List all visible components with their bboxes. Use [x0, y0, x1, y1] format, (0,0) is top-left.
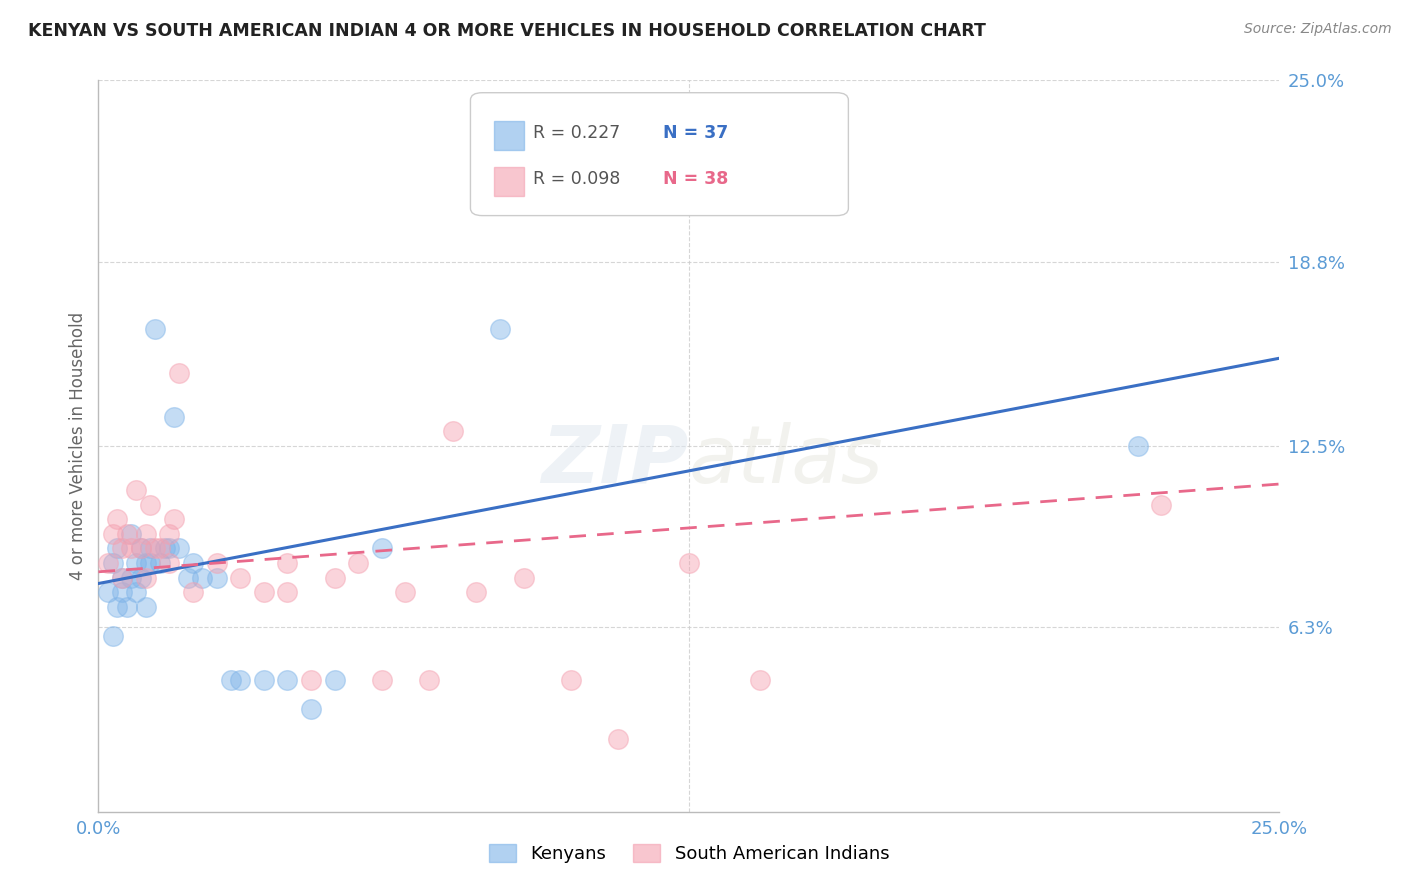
Point [101, 556, 124, 570]
Legend: Kenyans, South American Indians: Kenyans, South American Indians [479, 835, 898, 872]
Point [129, 571, 152, 585]
Point [205, 571, 228, 585]
Point [163, 409, 186, 424]
Point [276, 673, 298, 687]
Text: atlas: atlas [689, 422, 884, 500]
Point [276, 585, 298, 599]
Point [371, 541, 394, 556]
Y-axis label: 4 or more Vehicles in Household: 4 or more Vehicles in Household [69, 312, 87, 580]
Point [135, 599, 157, 614]
Point [276, 556, 298, 570]
Point [111, 571, 134, 585]
Point [121, 571, 143, 585]
Point [135, 526, 157, 541]
Point [163, 512, 186, 526]
Point [121, 541, 143, 556]
Text: ZIP: ZIP [541, 422, 689, 500]
Point [299, 702, 322, 716]
Point [115, 599, 138, 614]
Point [101, 629, 124, 643]
Point [418, 673, 440, 687]
Point [441, 425, 464, 439]
Point [607, 731, 630, 746]
Point [560, 673, 582, 687]
Point [111, 571, 134, 585]
Point [125, 556, 148, 570]
Text: N = 38: N = 38 [664, 170, 728, 188]
Point [177, 571, 200, 585]
Point [105, 599, 128, 614]
Point [157, 526, 180, 541]
Point [101, 526, 124, 541]
Point [135, 571, 157, 585]
Point [105, 512, 128, 526]
Point [253, 585, 276, 599]
Point [129, 541, 152, 556]
Point [111, 585, 134, 599]
Point [149, 556, 172, 570]
Point [139, 556, 162, 570]
Point [125, 483, 148, 497]
Point [229, 571, 252, 585]
FancyBboxPatch shape [471, 93, 848, 216]
Point [139, 498, 162, 512]
Point [512, 571, 534, 585]
Point [129, 541, 152, 556]
Point [323, 673, 346, 687]
Point [229, 673, 252, 687]
Point [97, 556, 120, 570]
Point [1150, 498, 1173, 512]
Point [347, 556, 370, 570]
Point [394, 585, 416, 599]
Point [157, 556, 180, 570]
Bar [494, 167, 523, 196]
Point [219, 673, 242, 687]
Point [143, 541, 166, 556]
Point [143, 322, 166, 336]
Point [135, 556, 157, 570]
Bar [494, 120, 523, 150]
Point [139, 541, 162, 556]
Point [678, 556, 700, 570]
Point [323, 571, 346, 585]
Point [181, 585, 204, 599]
Point [149, 541, 172, 556]
Text: N = 37: N = 37 [664, 124, 728, 142]
Point [1126, 439, 1149, 453]
Text: R = 0.227: R = 0.227 [533, 124, 620, 142]
Point [205, 556, 228, 570]
Point [299, 673, 322, 687]
Point [105, 541, 128, 556]
Point [748, 673, 770, 687]
Point [465, 585, 488, 599]
Point [181, 556, 204, 570]
Point [371, 673, 394, 687]
Point [121, 526, 143, 541]
Point [191, 571, 214, 585]
Point [489, 322, 512, 336]
Text: Source: ZipAtlas.com: Source: ZipAtlas.com [1244, 22, 1392, 37]
Point [167, 366, 190, 380]
Point [97, 585, 120, 599]
Point [115, 526, 138, 541]
Point [167, 541, 190, 556]
Point [153, 541, 176, 556]
Text: KENYAN VS SOUTH AMERICAN INDIAN 4 OR MORE VEHICLES IN HOUSEHOLD CORRELATION CHAR: KENYAN VS SOUTH AMERICAN INDIAN 4 OR MOR… [28, 22, 986, 40]
Point [111, 541, 134, 556]
Point [157, 541, 180, 556]
Text: R = 0.098: R = 0.098 [533, 170, 620, 188]
Point [125, 585, 148, 599]
Point [253, 673, 276, 687]
